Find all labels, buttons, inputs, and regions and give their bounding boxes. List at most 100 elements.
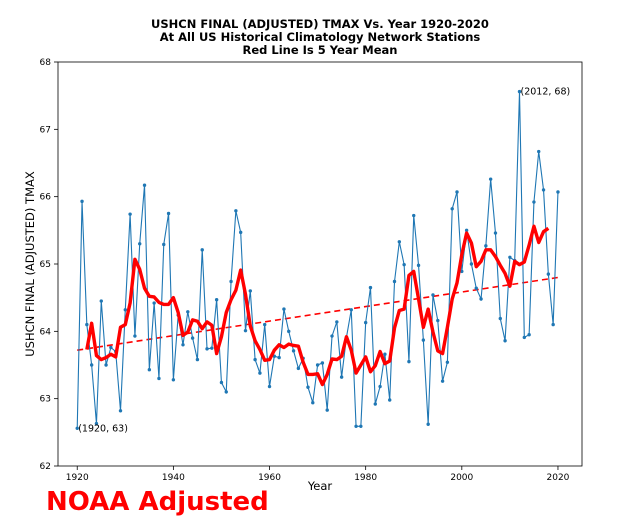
y-tick-label: 64 bbox=[40, 327, 52, 337]
y-tick-label: 66 bbox=[40, 193, 52, 203]
annual-tmax-point bbox=[171, 378, 176, 382]
annual-tmax-point bbox=[330, 334, 334, 338]
annual-tmax-point bbox=[455, 190, 459, 194]
annual-tmax-point bbox=[263, 322, 267, 327]
annual-tmax-point bbox=[85, 322, 89, 327]
annual-tmax-point bbox=[258, 371, 262, 375]
annual-tmax-point bbox=[162, 242, 166, 247]
annual-tmax-point bbox=[488, 177, 493, 181]
annual-tmax-point bbox=[315, 363, 320, 367]
annual-tmax-point bbox=[234, 209, 238, 213]
annual-tmax-point bbox=[426, 422, 430, 426]
annual-tmax-point bbox=[498, 316, 502, 321]
annual-tmax-point bbox=[118, 409, 123, 413]
y-tick-label: 62 bbox=[40, 462, 51, 472]
annual-tmax-point bbox=[460, 269, 464, 274]
five-year-mean-line bbox=[85, 224, 550, 387]
annual-tmax-point bbox=[248, 289, 252, 293]
x-tick-label: 1920 bbox=[66, 473, 89, 483]
annual-tmax-point bbox=[503, 339, 507, 343]
annual-tmax-point bbox=[464, 228, 469, 233]
annual-tmax-point bbox=[551, 322, 555, 327]
annual-tmax-point bbox=[296, 366, 301, 371]
annual-tmax-point bbox=[532, 200, 536, 204]
annual-tmax-point bbox=[541, 188, 546, 192]
annual-tmax-point bbox=[142, 183, 147, 187]
annual-tmax-point bbox=[378, 384, 382, 389]
x-tick-label: 2000 bbox=[450, 473, 473, 483]
annotation-label: (2012, 68) bbox=[521, 87, 571, 98]
annual-tmax-point bbox=[133, 334, 137, 338]
annual-tmax-point bbox=[522, 335, 527, 340]
y-tick-label: 63 bbox=[40, 395, 51, 405]
annual-tmax-point bbox=[89, 363, 94, 367]
annual-tmax-point bbox=[190, 336, 195, 340]
annual-tmax-point bbox=[306, 385, 310, 389]
x-tick-label: 1940 bbox=[162, 473, 185, 483]
y-axis-label: USHCN FINAL (ADJUSTED) TMAX bbox=[23, 171, 37, 357]
annual-tmax-point bbox=[200, 248, 204, 252]
y-axis: 62 63 64 65 66 67 68 bbox=[40, 58, 58, 472]
x-axis: 1920 1940 1960 1980 2000 2020 bbox=[66, 466, 570, 483]
annual-tmax-point bbox=[407, 359, 411, 364]
title-line-1: USHCN FINAL (ADJUSTED) TMAX Vs. Year 192… bbox=[151, 17, 489, 31]
x-axis-label: Year bbox=[307, 479, 333, 493]
annual-tmax-point bbox=[325, 408, 329, 412]
annual-tmax-point bbox=[517, 89, 522, 94]
annual-tmax-point bbox=[166, 211, 171, 216]
annual-tmax-point bbox=[363, 320, 368, 325]
y-tick-label: 68 bbox=[40, 58, 52, 68]
annual-tmax-point bbox=[80, 199, 84, 204]
title-line-3: Red Line Is 5 Year Mean bbox=[243, 43, 398, 57]
annual-tmax-point bbox=[224, 390, 228, 394]
annual-tmax-point bbox=[287, 329, 291, 334]
annual-tmax-point bbox=[186, 310, 190, 314]
annual-tmax-point bbox=[479, 297, 483, 301]
annual-tmax-point bbox=[388, 398, 392, 402]
annual-tmax-point bbox=[368, 285, 373, 290]
y-tick-label: 65 bbox=[40, 260, 51, 270]
annual-tmax-point bbox=[128, 212, 132, 216]
annual-tmax-point bbox=[320, 361, 325, 365]
annotation-label: (1920, 63) bbox=[78, 423, 128, 434]
annual-tmax-point bbox=[450, 207, 454, 211]
annual-tmax-point bbox=[157, 376, 161, 381]
annual-tmax-point bbox=[195, 357, 200, 362]
plot-area bbox=[75, 89, 560, 430]
annual-tmax-point bbox=[383, 352, 387, 356]
annual-tmax-point bbox=[537, 149, 541, 154]
annual-tmax-point bbox=[493, 231, 498, 235]
annual-tmax-point bbox=[440, 379, 445, 383]
annual-tmax-point bbox=[546, 272, 551, 276]
annual-tmax-point bbox=[94, 421, 99, 426]
annual-tmax-point bbox=[138, 242, 142, 246]
annual-tmax-point bbox=[219, 380, 224, 385]
annual-tmax-point bbox=[104, 363, 108, 367]
annual-tmax-point bbox=[339, 375, 344, 379]
annual-tmax-point bbox=[436, 318, 440, 323]
annual-tmax-point bbox=[253, 357, 257, 362]
annual-tmax-point bbox=[109, 345, 113, 350]
annual-tmax-point bbox=[474, 286, 478, 290]
annual-tmax-point bbox=[349, 308, 353, 312]
y-tick-label: 67 bbox=[40, 125, 51, 135]
annual-tmax-point bbox=[484, 244, 488, 248]
annual-tmax-point bbox=[267, 384, 272, 389]
annual-tmax-point bbox=[421, 338, 426, 342]
annual-tmax-point bbox=[527, 333, 531, 337]
chart-title: USHCN FINAL (ADJUSTED) TMAX Vs. Year 192… bbox=[151, 17, 489, 57]
watermark-label: NOAA Adjusted bbox=[46, 487, 269, 517]
annual-tmax-point bbox=[181, 343, 185, 347]
annual-tmax-point bbox=[354, 424, 358, 428]
annual-tmax-point bbox=[373, 402, 377, 406]
annual-tmax-point bbox=[397, 240, 402, 244]
annual-tmax-point bbox=[210, 346, 214, 350]
annual-tmax-point bbox=[229, 279, 233, 284]
annual-tmax-point bbox=[469, 262, 474, 266]
annual-tmax-point bbox=[147, 368, 152, 372]
annotations: (1920, 63) (2012, 68) bbox=[78, 87, 570, 435]
annual-tmax-point bbox=[123, 308, 128, 312]
annual-tmax-point bbox=[205, 347, 209, 351]
annual-tmax-point bbox=[416, 263, 421, 268]
